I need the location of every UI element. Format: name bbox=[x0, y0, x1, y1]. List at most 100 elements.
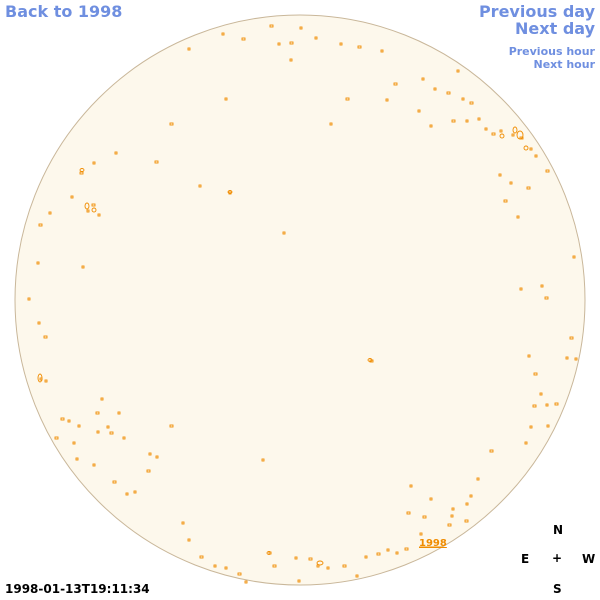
feature-marker bbox=[380, 49, 384, 53]
feature-marker bbox=[357, 45, 362, 49]
feature-marker bbox=[155, 455, 159, 459]
feature-marker bbox=[503, 199, 508, 203]
feature-marker bbox=[125, 492, 129, 496]
feature-marker bbox=[329, 122, 333, 126]
feature-marker bbox=[554, 402, 559, 406]
feature-marker bbox=[498, 173, 502, 177]
feature-marker bbox=[516, 215, 520, 219]
feature-marker bbox=[489, 449, 494, 453]
feature-marker bbox=[187, 538, 191, 542]
feature-marker bbox=[546, 424, 550, 428]
feature-marker bbox=[429, 124, 433, 128]
next-day-link[interactable]: Next day bbox=[515, 19, 595, 38]
feature-marker bbox=[446, 91, 451, 95]
compass-west: W bbox=[582, 552, 596, 566]
feature-marker bbox=[282, 231, 286, 235]
feature-marker bbox=[44, 379, 48, 383]
feature-marker bbox=[393, 82, 398, 86]
feature-marker bbox=[154, 160, 159, 164]
feature-marker bbox=[277, 42, 281, 46]
feature-marker bbox=[92, 161, 96, 165]
feature-cluster bbox=[37, 373, 43, 383]
feature-marker bbox=[117, 411, 121, 415]
next-hour-link[interactable]: Next hour bbox=[533, 58, 596, 71]
feature-marker bbox=[409, 484, 413, 488]
feature-marker bbox=[261, 458, 265, 462]
feature-marker bbox=[534, 154, 538, 158]
feature-marker bbox=[224, 97, 228, 101]
feature-cluster bbox=[367, 358, 373, 362]
previous-day-link[interactable]: Previous day bbox=[478, 2, 595, 21]
feature-marker bbox=[355, 574, 359, 578]
feature-marker bbox=[86, 209, 90, 213]
feature-cluster bbox=[79, 168, 85, 172]
feature-marker bbox=[224, 566, 228, 570]
feature-marker bbox=[109, 431, 114, 435]
feature-marker bbox=[314, 36, 318, 40]
feature-marker bbox=[308, 557, 313, 561]
feature-marker bbox=[511, 133, 515, 137]
feature-marker bbox=[289, 41, 294, 45]
feature-marker bbox=[569, 336, 574, 340]
feature-marker bbox=[526, 186, 531, 190]
feature-marker bbox=[376, 552, 381, 556]
feature-marker bbox=[114, 151, 118, 155]
feature-marker bbox=[574, 357, 578, 361]
feature-marker bbox=[477, 117, 481, 121]
feature-marker bbox=[146, 469, 151, 473]
feature-marker bbox=[465, 502, 469, 506]
feature-marker bbox=[532, 404, 537, 408]
compass-north: N bbox=[553, 523, 564, 537]
compass-center-icon: + bbox=[552, 551, 563, 565]
feature-marker bbox=[417, 109, 421, 113]
feature-marker bbox=[54, 436, 59, 440]
feature-marker bbox=[95, 411, 100, 415]
feature-marker bbox=[92, 463, 96, 467]
feature-cluster bbox=[84, 202, 90, 210]
feature-marker bbox=[181, 521, 185, 525]
feature-marker bbox=[75, 457, 79, 461]
feature-marker bbox=[345, 97, 350, 101]
feature-marker bbox=[545, 169, 550, 173]
feature-marker bbox=[395, 551, 399, 555]
feature-marker bbox=[97, 213, 101, 217]
feature-marker bbox=[461, 97, 465, 101]
solar-disk bbox=[14, 14, 586, 586]
feature-marker bbox=[38, 223, 43, 227]
feature-marker bbox=[342, 564, 347, 568]
feature-marker bbox=[91, 203, 96, 207]
feature-marker bbox=[169, 424, 174, 428]
feature-marker bbox=[122, 436, 126, 440]
feature-marker bbox=[369, 359, 374, 363]
feature-marker bbox=[447, 523, 452, 527]
feature-marker bbox=[289, 58, 293, 62]
feature-marker bbox=[433, 87, 437, 91]
feature-marker bbox=[60, 417, 65, 421]
feature-marker bbox=[464, 519, 469, 523]
previous-hour-link[interactable]: Previous hour bbox=[508, 45, 595, 58]
feature-marker bbox=[272, 564, 277, 568]
feature-marker bbox=[27, 297, 31, 301]
feature-marker bbox=[199, 555, 204, 559]
feature-marker bbox=[491, 132, 496, 136]
feature-marker bbox=[100, 397, 104, 401]
feature-marker bbox=[221, 32, 225, 36]
feature-marker bbox=[451, 507, 455, 511]
disk-year-label[interactable]: 1998 bbox=[419, 538, 447, 549]
feature-markers bbox=[27, 24, 578, 584]
feature-marker bbox=[297, 579, 301, 583]
feature-marker bbox=[43, 335, 48, 339]
feature-marker bbox=[77, 424, 81, 428]
feature-marker bbox=[465, 119, 469, 123]
feature-marker bbox=[529, 425, 533, 429]
feature-marker bbox=[81, 265, 85, 269]
back-to-year-link[interactable]: Back to 1998 bbox=[5, 2, 123, 21]
feature-marker bbox=[421, 77, 425, 81]
feature-cluster bbox=[523, 145, 529, 151]
feature-marker bbox=[244, 580, 248, 584]
feature-marker bbox=[364, 555, 368, 559]
compass-east: E bbox=[521, 552, 530, 566]
feature-cluster bbox=[316, 560, 324, 566]
feature-cluster bbox=[91, 207, 97, 213]
